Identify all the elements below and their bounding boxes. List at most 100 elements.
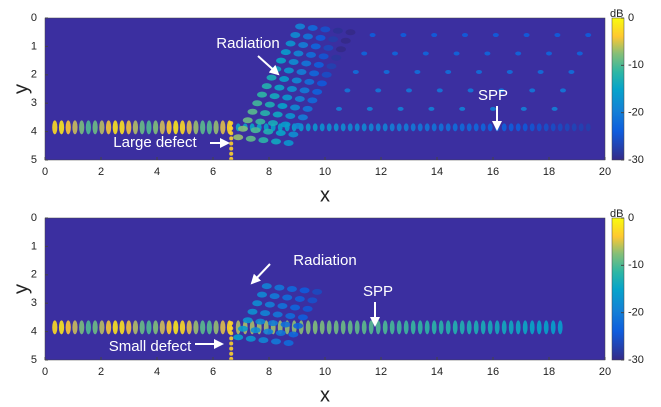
field-blob — [323, 44, 334, 51]
plot-background — [45, 218, 605, 360]
field-blob — [361, 51, 368, 56]
field-blob — [508, 320, 514, 335]
field-blob — [340, 123, 346, 132]
field-blob — [417, 320, 423, 335]
field-blob — [487, 123, 493, 132]
field-blob — [445, 320, 451, 335]
field-blob — [529, 88, 536, 93]
field-blob — [179, 320, 186, 335]
field-blob — [139, 320, 145, 335]
field-blob — [267, 120, 278, 127]
field-blob — [146, 120, 152, 135]
field-blob — [522, 320, 528, 335]
colorbar — [611, 17, 625, 161]
field-blob — [85, 320, 91, 335]
field-blob — [271, 338, 281, 345]
x-axis-label: x — [320, 184, 330, 206]
field-blob — [261, 283, 272, 290]
x-tick-label: 4 — [154, 166, 160, 178]
field-blob — [345, 29, 356, 36]
x-tick-label: 18 — [543, 366, 555, 378]
field-blob — [347, 123, 353, 132]
field-blob — [245, 335, 256, 342]
field-blob — [229, 146, 234, 151]
field-blob — [452, 123, 458, 132]
field-blob — [285, 112, 296, 119]
field-blob — [560, 88, 566, 93]
field-blob — [304, 78, 315, 85]
field-blob — [92, 120, 98, 135]
field-blob — [290, 104, 301, 111]
field-blob — [389, 123, 395, 132]
field-blob — [543, 320, 549, 335]
field-blob — [424, 123, 430, 132]
x-tick-label: 10 — [319, 366, 331, 378]
field-blob — [153, 120, 159, 135]
field-blob — [263, 128, 274, 135]
field-blob — [515, 51, 522, 56]
field-blob — [272, 311, 283, 318]
field-blob — [286, 86, 297, 92]
field-blob — [422, 51, 429, 56]
y-tick-label: 5 — [31, 354, 37, 366]
colorbar-tick-label: 0 — [628, 12, 634, 24]
field-blob — [375, 320, 381, 335]
field-blob — [119, 320, 125, 335]
field-blob — [229, 326, 234, 331]
field-blob — [261, 83, 272, 90]
field-blob — [280, 121, 291, 128]
annotation: Radiation — [293, 252, 356, 269]
field-blob — [242, 117, 253, 124]
field-blob — [72, 320, 78, 335]
field-blob — [283, 67, 294, 74]
field-blob — [480, 123, 486, 132]
colorbar-tick-label: -10 — [628, 259, 644, 271]
field-blob — [333, 320, 339, 335]
field-blob — [52, 320, 58, 335]
field-blob — [501, 320, 507, 335]
field-blob — [166, 120, 172, 135]
field-blob — [307, 24, 318, 31]
field-blob — [302, 105, 313, 112]
field-blob — [247, 108, 258, 115]
field-blob — [576, 51, 583, 56]
x-tick-label: 6 — [210, 166, 216, 178]
field-blob — [375, 123, 381, 132]
field-blob — [467, 88, 474, 93]
field-blob — [286, 286, 297, 292]
field-blob — [515, 123, 521, 132]
field-blob — [466, 123, 472, 132]
field-blob — [276, 57, 287, 64]
field-blob — [229, 331, 234, 336]
field-blob — [159, 120, 165, 135]
colorbar-tick-label: -20 — [628, 107, 644, 119]
field-blob — [480, 320, 486, 335]
field-blob — [536, 123, 542, 132]
field-blob — [312, 88, 323, 95]
field-blob — [297, 314, 308, 321]
field-blob — [279, 76, 290, 83]
field-blob — [536, 320, 542, 335]
field-blob — [543, 123, 549, 132]
field-blob — [389, 320, 395, 335]
field-blob — [159, 320, 165, 335]
field — [52, 23, 592, 160]
field-blob — [490, 106, 496, 111]
field-blob — [213, 320, 219, 335]
x-tick-label: 8 — [266, 366, 272, 378]
field-blob — [585, 33, 592, 38]
field-blob — [445, 123, 451, 132]
field-blob — [271, 138, 281, 145]
field-blob — [438, 123, 444, 132]
annotation-arrow — [250, 263, 271, 285]
field-blob — [193, 120, 199, 135]
field-blob — [229, 341, 234, 346]
field-blob — [326, 123, 332, 132]
field-blob — [336, 106, 342, 111]
field-blob — [326, 63, 337, 70]
field-blob — [293, 122, 304, 129]
field-blob — [85, 120, 91, 135]
colorbar-tick-label: -30 — [628, 354, 644, 366]
